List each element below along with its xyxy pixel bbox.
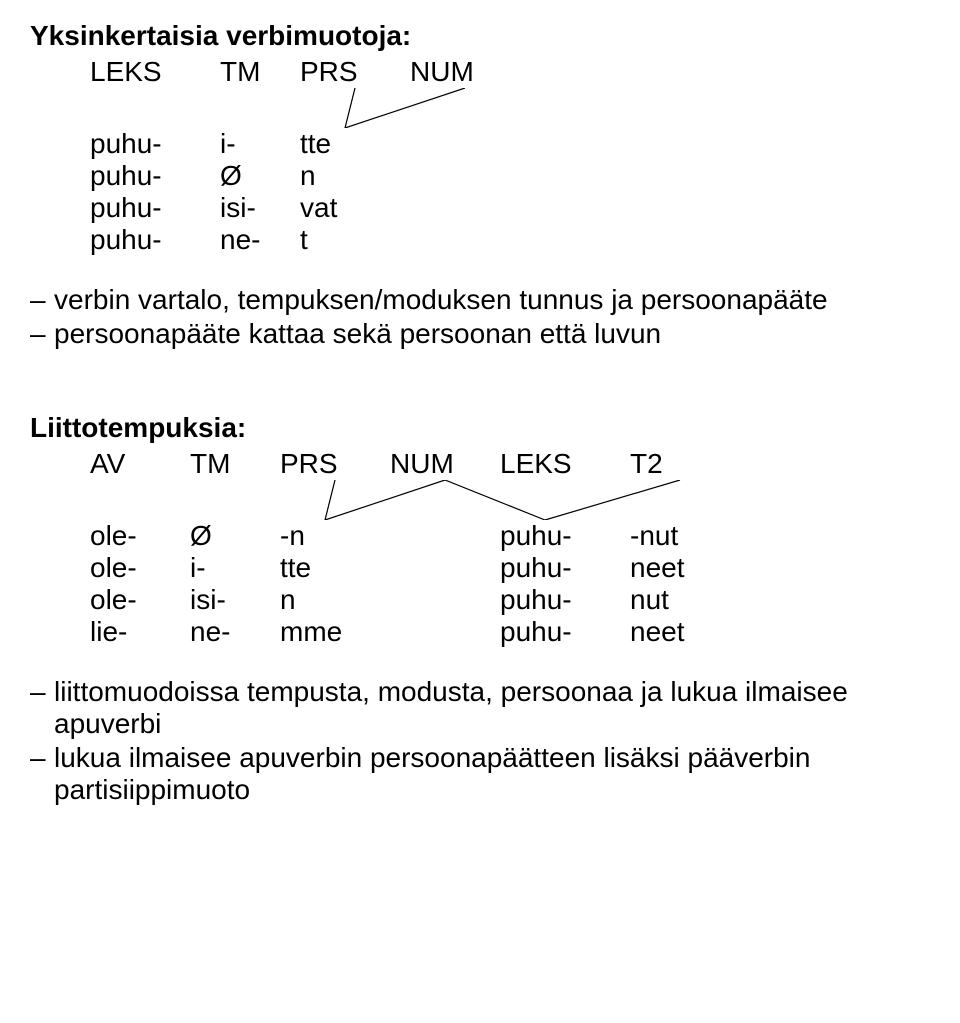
cell: -nut xyxy=(630,520,730,552)
s1-row3: puhu- ne- t xyxy=(90,224,930,256)
cell: puhu- xyxy=(500,616,630,648)
s1-h2: PRS xyxy=(300,56,410,88)
cell: i- xyxy=(190,552,280,584)
note-text: liittomuodoissa tempusta, modusta, perso… xyxy=(54,676,930,740)
cell xyxy=(410,224,520,256)
cell: neet xyxy=(630,616,730,648)
cell: nut xyxy=(630,584,730,616)
cell xyxy=(390,616,500,648)
cell: -n xyxy=(280,520,390,552)
cell xyxy=(410,128,520,160)
dash-icon: – xyxy=(30,284,54,316)
cell: ne- xyxy=(190,616,280,648)
s1-row2: puhu- isi- vat xyxy=(90,192,930,224)
s2-row0: ole- Ø -n puhu- -nut xyxy=(90,520,930,552)
section2-notes: – liittomuodoissa tempusta, modusta, per… xyxy=(30,676,930,806)
note-text: verbin vartalo, tempuksen/moduksen tunnu… xyxy=(54,284,930,316)
cell: lie- xyxy=(90,616,190,648)
cell: t xyxy=(300,224,410,256)
s2-row1: ole- i- tte puhu- neet xyxy=(90,552,930,584)
section2-heading: Liittotempuksia: xyxy=(30,412,930,444)
section2-header-row: AV TM PRS NUM LEKS T2 xyxy=(90,448,930,480)
dash-icon: – xyxy=(30,742,54,774)
section2-v-connector xyxy=(90,480,790,520)
section1-heading: Yksinkertaisia verbimuotoja: xyxy=(30,20,930,52)
cell xyxy=(390,552,500,584)
cell xyxy=(410,160,520,192)
section1-v-connector xyxy=(90,88,520,128)
cell: puhu- xyxy=(90,192,220,224)
cell: tte xyxy=(300,128,410,160)
cell: puhu- xyxy=(90,160,220,192)
cell xyxy=(410,192,520,224)
cell: ole- xyxy=(90,552,190,584)
cell: isi- xyxy=(220,192,300,224)
s1-h0: LEKS xyxy=(90,56,220,88)
note-text: persoonapääte kattaa sekä persoonan että… xyxy=(54,318,930,350)
s2-h1: TM xyxy=(190,448,280,480)
cell: isi- xyxy=(190,584,280,616)
cell: puhu- xyxy=(500,520,630,552)
cell: puhu- xyxy=(90,224,220,256)
cell: Ø xyxy=(190,520,280,552)
dash-icon: – xyxy=(30,676,54,708)
cell: puhu- xyxy=(500,584,630,616)
cell: ne- xyxy=(220,224,300,256)
cell: n xyxy=(300,160,410,192)
s1-h1: TM xyxy=(220,56,300,88)
cell: i- xyxy=(220,128,300,160)
cell: puhu- xyxy=(90,128,220,160)
note-text: lukua ilmaisee apuverbin persoonapäättee… xyxy=(54,742,930,806)
cell: n xyxy=(280,584,390,616)
s2-h5: T2 xyxy=(630,448,730,480)
s2-h4: LEKS xyxy=(500,448,630,480)
cell: ole- xyxy=(90,520,190,552)
cell: neet xyxy=(630,552,730,584)
s2-h3: NUM xyxy=(390,448,500,480)
cell: mme xyxy=(280,616,390,648)
s1-row0: puhu- i- tte xyxy=(90,128,930,160)
cell: vat xyxy=(300,192,410,224)
s2-h2: PRS xyxy=(280,448,390,480)
cell: ole- xyxy=(90,584,190,616)
cell: tte xyxy=(280,552,390,584)
s2-row2: ole- isi- n puhu- nut xyxy=(90,584,930,616)
s1-h3: NUM xyxy=(410,56,520,88)
section1-header-row: LEKS TM PRS NUM xyxy=(90,56,930,88)
cell: puhu- xyxy=(500,552,630,584)
s2-row3: lie- ne- mme puhu- neet xyxy=(90,616,930,648)
s1-row1: puhu- Ø n xyxy=(90,160,930,192)
section1-notes: – verbin vartalo, tempuksen/moduksen tun… xyxy=(30,284,930,350)
cell: Ø xyxy=(220,160,300,192)
s2-h0: AV xyxy=(90,448,190,480)
cell xyxy=(390,520,500,552)
cell xyxy=(390,584,500,616)
dash-icon: – xyxy=(30,318,54,350)
